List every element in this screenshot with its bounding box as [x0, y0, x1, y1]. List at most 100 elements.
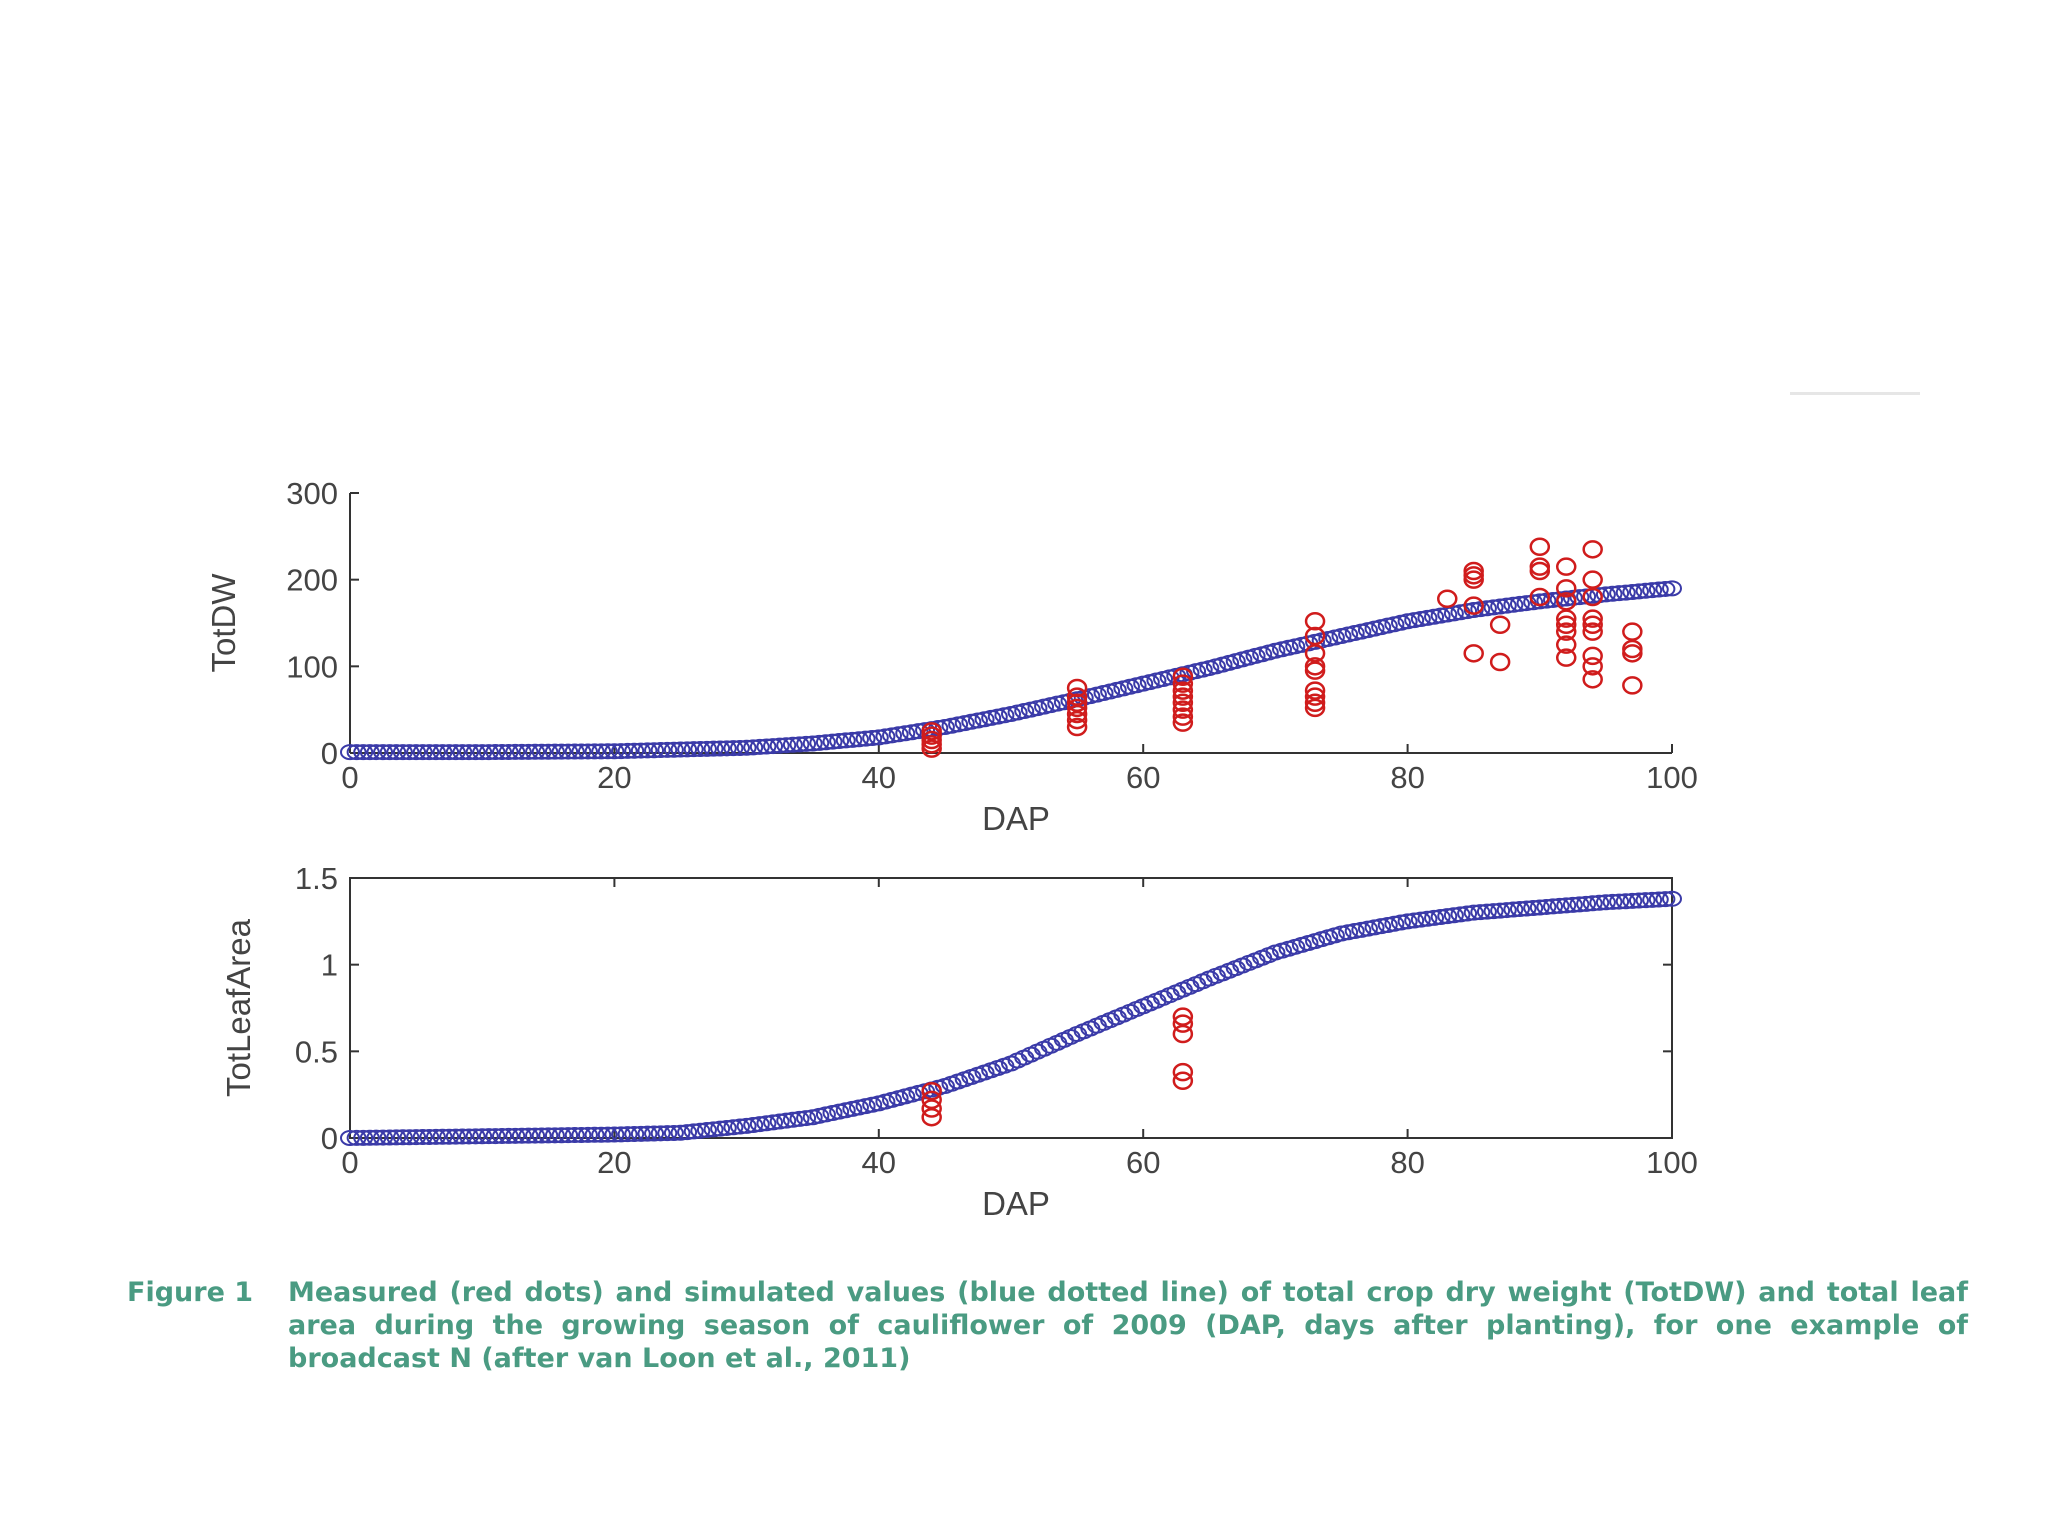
measured-point: [1066, 704, 1088, 724]
measured-point: [1529, 557, 1551, 576]
simulated-point: [637, 742, 658, 759]
simulated-point: [1450, 906, 1471, 923]
simulated-point: [419, 1128, 440, 1145]
simulated-point: [359, 1129, 380, 1146]
x-tick-label: 20: [597, 760, 631, 795]
simulated-point: [544, 1127, 565, 1144]
simulated-point: [392, 744, 413, 761]
simulated-point: [796, 735, 817, 752]
measured-point: [1066, 717, 1088, 737]
simulated-point: [511, 1127, 532, 1144]
simulated-point: [1543, 898, 1564, 915]
simulated-point: [736, 1117, 757, 1134]
simulated-point: [551, 743, 572, 760]
measured-point: [1066, 698, 1088, 718]
simulated-point: [802, 735, 823, 752]
simulated-point: [373, 1129, 394, 1146]
measured-point: [1172, 1062, 1194, 1082]
x-tick-label: 40: [862, 1145, 896, 1180]
simulated-point: [379, 744, 400, 761]
simulated-point: [1569, 589, 1590, 606]
measured-point: [1555, 635, 1577, 654]
simulated-point: [564, 743, 585, 760]
x-tick-label: 80: [1390, 1145, 1424, 1180]
simulated-point: [848, 731, 869, 748]
simulated-point: [1476, 600, 1497, 617]
measured-point: [1304, 687, 1326, 706]
measured-point: [1066, 693, 1088, 712]
measured-point: [1582, 646, 1603, 666]
simulated-point: [743, 1117, 764, 1133]
simulated-point: [472, 744, 493, 761]
divider-line: [1790, 392, 1920, 395]
simulated-point: [663, 1124, 684, 1141]
simulated-point: [1536, 592, 1557, 609]
simulated-point: [1470, 601, 1491, 618]
simulated-point: [1443, 907, 1464, 924]
simulated-point: [439, 1128, 460, 1145]
simulated-point: [842, 731, 863, 748]
simulated-point: [412, 1129, 433, 1146]
simulated-point: [478, 1128, 499, 1145]
x-tick-label: 40: [862, 760, 896, 795]
simulated-point: [677, 741, 698, 758]
measured-point: [1172, 1071, 1194, 1091]
simulated-point: [763, 738, 784, 755]
simulated-point: [1589, 894, 1610, 911]
measured-point: [921, 722, 942, 741]
simulated-point: [452, 1128, 473, 1145]
simulated-point: [392, 1129, 413, 1146]
simulated-point: [1602, 585, 1623, 602]
simulated-point: [769, 1113, 790, 1130]
simulated-point: [551, 1127, 572, 1144]
simulated-point: [670, 741, 691, 758]
simulated-point: [1655, 891, 1676, 908]
simulated-point: [425, 1128, 446, 1145]
x-tick-label: 100: [1646, 760, 1698, 795]
x-tick-label: 80: [1390, 760, 1424, 795]
simulated-point: [763, 1114, 784, 1131]
simulated-point: [465, 1128, 486, 1145]
simulated-point: [399, 744, 420, 761]
caption-label: Figure 1: [127, 1277, 254, 1308]
simulated-point: [558, 743, 579, 760]
simulated-point: [716, 1119, 737, 1136]
simulated-point: [1642, 891, 1663, 908]
x-tick-label: 0: [341, 760, 358, 795]
x-tick-label: 100: [1646, 1145, 1698, 1180]
measured-point: [1172, 674, 1194, 693]
simulated-point: [809, 734, 830, 751]
simulated-point: [498, 1127, 519, 1144]
simulated-point: [1523, 899, 1544, 916]
measured-point: [1555, 579, 1577, 598]
simulated-point: [1437, 908, 1458, 925]
measured-point: [1066, 678, 1088, 698]
measured-point: [1066, 710, 1088, 730]
simulated-point: [1595, 894, 1616, 911]
simulated-point: [577, 1126, 598, 1143]
simulated-point: [696, 1122, 717, 1139]
simulated-point: [855, 730, 876, 747]
measured-point: [1555, 592, 1577, 611]
simulated-point: [749, 738, 770, 755]
simulated-point: [815, 734, 836, 751]
simulated-point: [690, 1122, 711, 1139]
simulated-point: [644, 1125, 665, 1142]
measured-point: [1304, 657, 1326, 676]
y-tick-label: 100: [286, 649, 338, 684]
simulated-point: [611, 1126, 632, 1143]
measured-point: [1463, 596, 1484, 615]
simulated-point: [511, 743, 532, 760]
simulated-point: [597, 743, 618, 760]
simulated-point: [577, 743, 598, 760]
y-axis-title: TotDW: [205, 573, 242, 673]
measured-point: [1066, 687, 1088, 706]
measured-point: [1582, 540, 1603, 559]
measured-point: [1555, 615, 1577, 634]
simulated-point: [862, 730, 883, 747]
measured-point: [1304, 698, 1326, 718]
simulated-point: [505, 1127, 526, 1144]
measured-point: [1172, 667, 1194, 686]
simulated-point: [1490, 598, 1511, 615]
simulated-point: [597, 1126, 618, 1143]
